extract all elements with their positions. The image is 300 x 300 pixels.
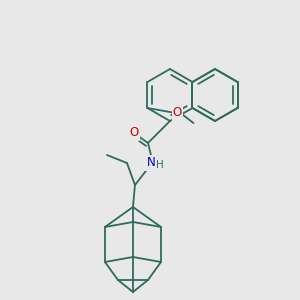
Text: H: H (156, 160, 164, 170)
Text: O: O (129, 127, 139, 140)
Text: N: N (147, 157, 155, 169)
Text: O: O (173, 106, 182, 119)
